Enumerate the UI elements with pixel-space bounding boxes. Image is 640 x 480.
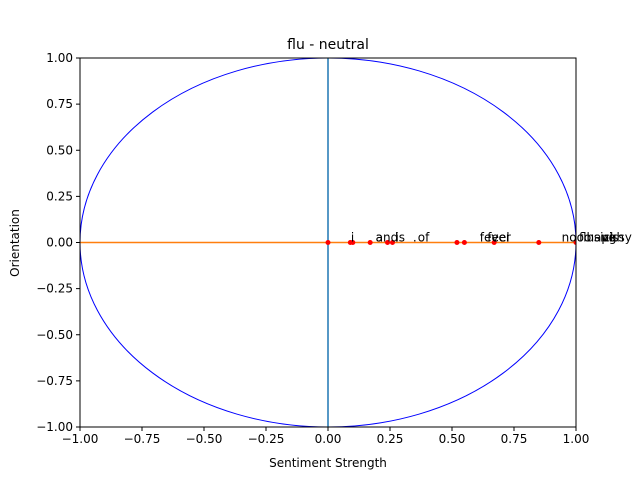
data-point — [536, 240, 542, 245]
x-axis-ticks: −1.00 −0.75 −0.50 −0.25 0.00 0.25 0.50 0.75 1.00 — [62, 427, 590, 446]
word-label: . — [413, 231, 417, 245]
data-point — [454, 240, 460, 245]
x-tick-label: 0.25 — [377, 432, 404, 446]
x-tick-label: 1.00 — [563, 432, 590, 446]
y-tick-label: 0.50 — [46, 143, 73, 157]
word-label: flu — [579, 231, 594, 245]
word-label: sick — [594, 231, 617, 245]
word-label: fever — [480, 231, 511, 245]
y-tick-label: 1.00 — [46, 51, 73, 65]
word-label: i — [351, 231, 354, 245]
x-axis-label: Sentiment Strength — [269, 456, 387, 470]
word-label: and — [376, 231, 399, 245]
y-tick-label: −0.25 — [36, 282, 73, 296]
axes-content — [80, 58, 576, 427]
data-point — [367, 240, 373, 245]
y-tick-label: 0.00 — [46, 236, 73, 250]
y-tick-label: −1.00 — [36, 420, 73, 434]
x-tick-label: 0.75 — [501, 432, 528, 446]
data-point — [389, 240, 395, 245]
word-label: ugh — [601, 231, 624, 245]
data-point — [325, 240, 331, 245]
x-tick-label: −0.25 — [248, 432, 285, 446]
y-tick-label: 0.25 — [46, 189, 73, 203]
y-tick-label: −0.75 — [36, 374, 73, 388]
data-point — [350, 240, 356, 245]
word-label: pissy — [601, 231, 632, 245]
data-point — [491, 240, 497, 245]
word-label: a — [376, 231, 383, 245]
y-axis-label: Orientation — [8, 209, 22, 277]
x-tick-label: −0.50 — [186, 432, 223, 446]
data-point — [385, 240, 391, 245]
y-axis-ticks: −1.00 −0.75 −0.50 −0.25 0.00 0.25 0.50 0.75 1.00 — [36, 51, 80, 434]
data-point — [461, 240, 467, 245]
x-tick-label: 0.00 — [315, 432, 342, 446]
x-tick-label: −1.00 — [62, 432, 99, 446]
word-label: is — [395, 231, 405, 245]
y-tick-label: 0.75 — [46, 97, 73, 111]
word-label: feel — [487, 231, 509, 245]
x-tick-label: −0.75 — [124, 432, 161, 446]
word-label: have — [586, 231, 615, 245]
x-tick-label: 0.50 — [439, 432, 466, 446]
data-point — [573, 240, 576, 245]
chart-title: flu - neutral — [287, 37, 369, 53]
y-tick-label: −0.50 — [36, 328, 73, 342]
word-label: of — [418, 231, 430, 245]
